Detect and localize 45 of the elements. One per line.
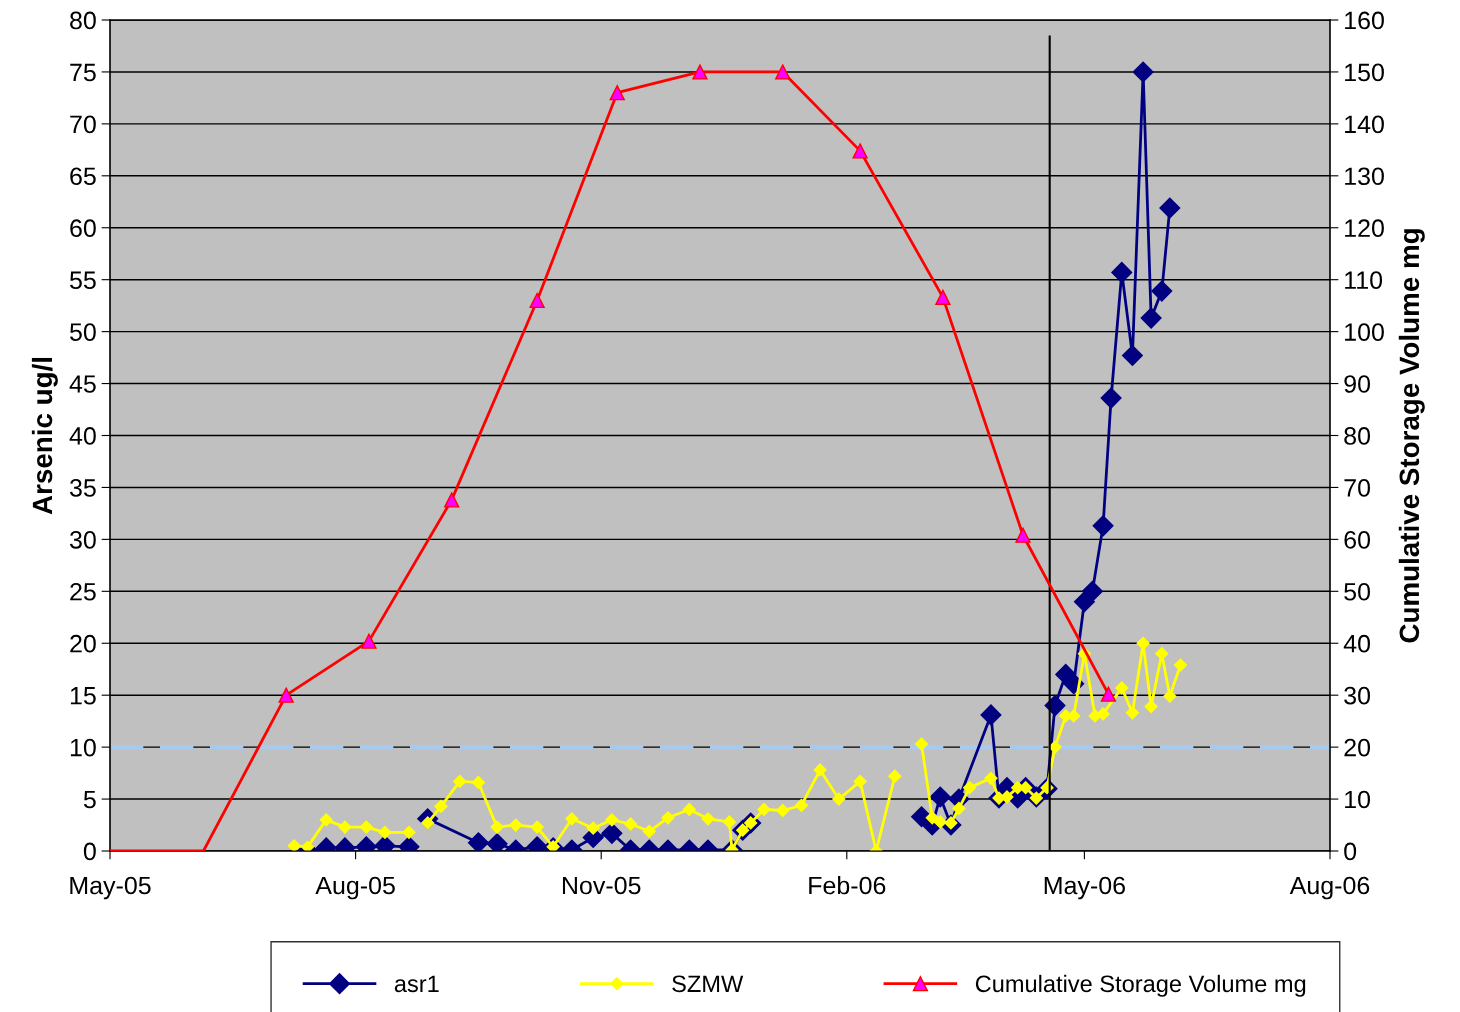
- y-axis-title: Arsenic ug/l: [31, 357, 58, 515]
- y-tick-label: 40: [69, 427, 96, 445]
- y-tick-label: 20: [70, 634, 96, 653]
- y2-axis-title: Cumulative Storage Volume mg: [1398, 229, 1425, 643]
- y2-tick-label: 50: [1344, 582, 1371, 601]
- x-tick-label: May-06: [1044, 876, 1125, 900]
- y2-tick-label: 120: [1345, 219, 1384, 238]
- x-tick-label: Nov-05: [562, 876, 641, 895]
- y2-tick-label: 40: [1343, 634, 1371, 653]
- y-tick-label: 80: [70, 11, 96, 30]
- y-tick-label: 30: [69, 530, 96, 549]
- y-tick-label: 45: [69, 375, 96, 393]
- y2-tick-label: 100: [1345, 323, 1384, 341]
- y-tick-label: 5: [83, 790, 96, 809]
- y-tick-label: 75: [70, 63, 96, 82]
- y2-tick-label: 110: [1345, 271, 1383, 289]
- x-tick-label: Feb-06: [809, 876, 886, 895]
- y-tick-label: 25: [70, 582, 96, 601]
- legend-label: SZMW: [672, 975, 744, 993]
- y-tick-label: 15: [70, 687, 96, 705]
- y-tick-label: 50: [70, 323, 96, 341]
- y2-tick-label: 10: [1345, 790, 1371, 809]
- y-tick-label: 10: [70, 738, 96, 757]
- y-tick-label: 55: [70, 271, 96, 289]
- y-tick-label: 65: [70, 167, 96, 186]
- y2-tick-label: 160: [1345, 11, 1384, 30]
- y-tick-label: 70: [70, 115, 96, 134]
- y2-tick-label: 30: [1344, 686, 1371, 705]
- y-tick-label: 0: [83, 842, 96, 861]
- x-tick-label: May-05: [70, 876, 151, 900]
- y-tick-label: 60: [70, 219, 96, 238]
- x-tick-label: Aug-05: [315, 876, 395, 900]
- y2-tick-label: 130: [1345, 167, 1384, 186]
- x-tick-label: Aug-06: [1289, 876, 1370, 900]
- legend-label: asr1: [394, 975, 439, 993]
- y2-tick-label: 0: [1344, 842, 1357, 861]
- y-tick-label: 35: [69, 479, 96, 497]
- y2-tick-label: 70: [1344, 479, 1371, 497]
- y2-tick-label: 20: [1344, 738, 1371, 757]
- y2-tick-label: 140: [1345, 115, 1384, 134]
- legend-label: Cumulative Storage Volume mg: [975, 974, 1306, 997]
- y2-tick-label: 90: [1344, 375, 1371, 393]
- y2-tick-label: 80: [1344, 427, 1371, 445]
- y2-tick-label: 60: [1344, 530, 1371, 549]
- y2-tick-label: 150: [1345, 63, 1384, 82]
